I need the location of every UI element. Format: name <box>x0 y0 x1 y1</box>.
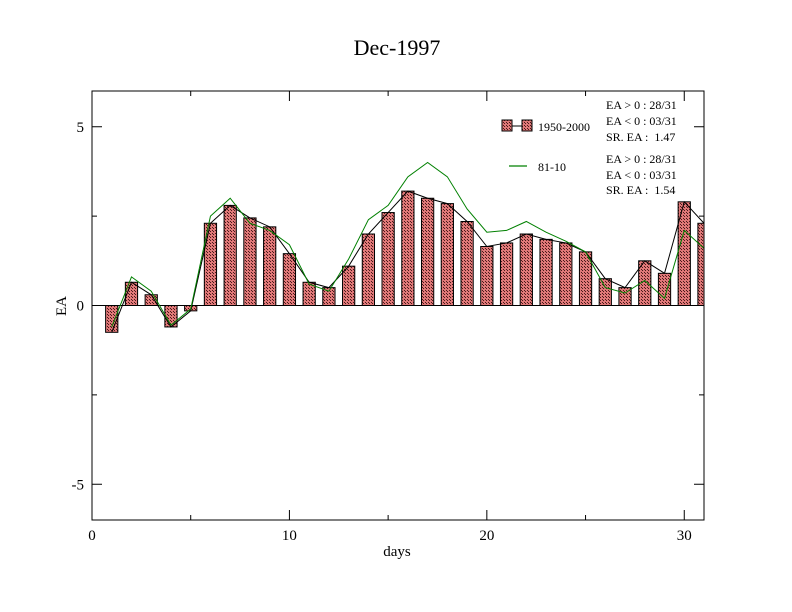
y-axis-label: EA <box>54 296 70 316</box>
bar-1 <box>105 305 119 333</box>
bar-24 <box>559 242 573 307</box>
series-line-2 <box>111 161 704 328</box>
bar-16 <box>401 190 415 307</box>
legend-label-2: 81-10 <box>538 160 566 174</box>
bar-7 <box>223 204 237 306</box>
bar-29 <box>657 272 672 307</box>
bar-14 <box>361 233 376 306</box>
legend-stat-1-0: EA > 0 : 28/31 <box>606 98 677 112</box>
x-tick-label-30: 30 <box>677 528 692 544</box>
chart-title: Dec-1997 <box>354 35 441 60</box>
legend-stat-2-0: EA > 0 : 28/31 <box>606 152 677 166</box>
bar-10 <box>282 253 297 307</box>
y-tick-label--5: -5 <box>72 477 85 493</box>
bar-21 <box>499 242 514 307</box>
y-tick-label-5: 5 <box>77 120 85 136</box>
legend-stat-1-1: EA < 0 : 03/31 <box>606 114 677 128</box>
legend-stat-2-1: EA < 0 : 03/31 <box>606 168 677 182</box>
bar-3 <box>144 294 158 306</box>
x-tick-label-0: 0 <box>88 528 96 544</box>
x-tick-label-10: 10 <box>282 528 297 544</box>
legend-swatch-bar-1b <box>521 119 533 132</box>
bar-20 <box>480 246 494 306</box>
bar-17 <box>420 197 435 306</box>
bar-26 <box>598 278 612 307</box>
x-tick-label-20: 20 <box>479 528 494 544</box>
axes: 0 10 20 30 -5 0 5 <box>72 90 705 544</box>
legend: 1950-2000 81-10 EA > 0 : 28/31 EA < 0 : … <box>501 98 677 197</box>
legend-stat-1-2: SR. EA : 1.47 <box>606 130 675 144</box>
x-axis-label: days <box>383 544 411 560</box>
series-line-1 <box>111 190 704 333</box>
bar-13 <box>342 265 356 307</box>
plot-content <box>92 161 704 333</box>
bar-19 <box>460 220 474 307</box>
bar-22 <box>519 233 533 306</box>
legend-label-1: 1950-2000 <box>538 120 590 134</box>
legend-swatch-bar-1a <box>501 119 513 132</box>
bar-9 <box>263 226 277 307</box>
bar-31 <box>697 222 704 307</box>
y-tick-label-0: 0 <box>77 299 85 315</box>
plot-area <box>92 161 704 333</box>
bar-15 <box>381 212 395 306</box>
legend-stat-2-2: SR. EA : 1.54 <box>606 183 675 197</box>
bar-8 <box>243 217 257 306</box>
bar-23 <box>539 238 553 306</box>
bar-18 <box>440 203 454 306</box>
